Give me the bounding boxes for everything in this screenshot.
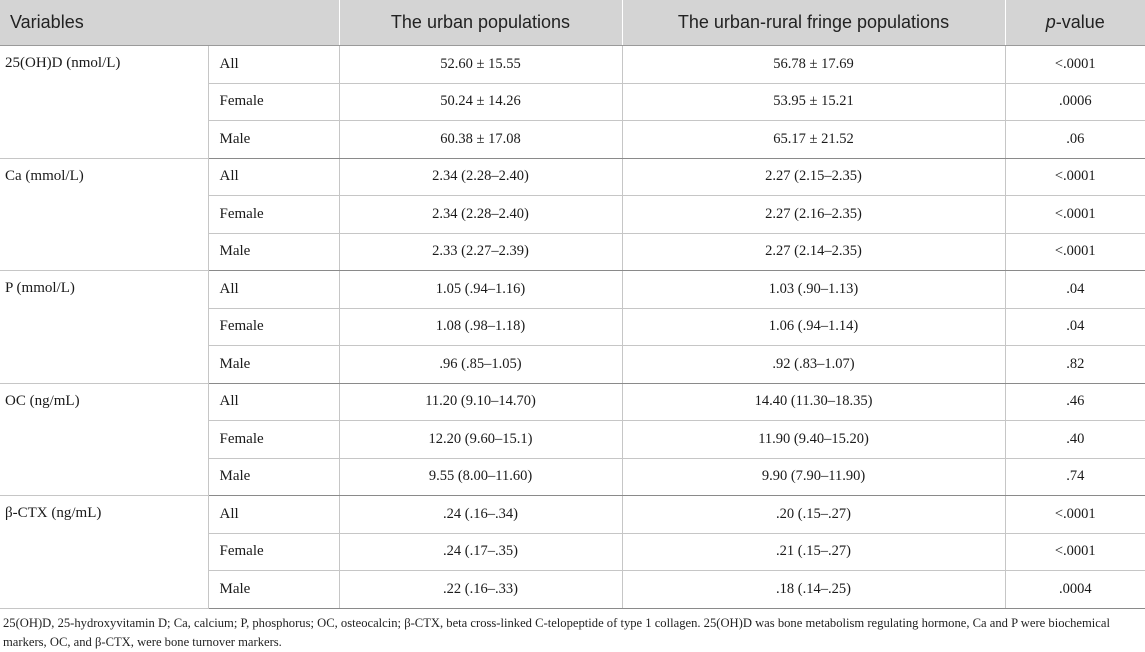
header-fringe: The urban-rural fringe populations xyxy=(622,0,1006,46)
p-value-cell: .04 xyxy=(1005,270,1145,309)
fringe-value-cell: .92 (.83–1.07) xyxy=(622,345,1006,384)
p-value-cell: <.0001 xyxy=(1005,45,1145,84)
p-value-cell: <.0001 xyxy=(1005,233,1145,271)
fringe-value-cell: 2.27 (2.15–2.35) xyxy=(622,158,1006,196)
header-p-letter: p xyxy=(1045,12,1056,32)
table-row: Male .96 (.85–1.05) .92 (.83–1.07) .82 xyxy=(0,345,1145,384)
urban-value-cell: 2.34 (2.28–2.40) xyxy=(339,195,623,234)
table-row: Male 60.38 ± 17.08 65.17 ± 21.52.06 xyxy=(0,120,1145,159)
p-value-cell: .40 xyxy=(1005,420,1145,459)
subgroup-cell: All xyxy=(208,270,340,309)
urban-value-cell: .22 (.16–.33) xyxy=(339,570,623,609)
fringe-value-cell: .20 (.15–.27) xyxy=(622,495,1006,534)
table-row: β-CTX (ng/mL) All .24 (.16–.34) .20 (.15–.2… xyxy=(0,495,1145,609)
p-value-cell: .46 xyxy=(1005,383,1145,421)
table-row: Ca (mmol/L) All 2.34 (2.28–2.40) 2.27 (2.15… xyxy=(0,158,1145,271)
table-body: 25(OH)D (nmol/L) All 52.60 ± 15.55 56.78 ± … xyxy=(0,45,1145,609)
p-value-cell: <.0001 xyxy=(1005,533,1145,571)
urban-value-cell: 50.24 ± 14.26 xyxy=(339,83,623,121)
variable-label: 25(OH)D (nmol/L) xyxy=(0,45,209,159)
p-value-cell: .74 xyxy=(1005,458,1145,496)
subgroup-cell: All xyxy=(208,495,340,534)
subgroup-cell: Male xyxy=(208,233,340,271)
subgroup-cell: Male xyxy=(208,458,340,496)
p-value-cell: .04 xyxy=(1005,308,1145,346)
results-table: Variables The urban populations The urba… xyxy=(0,0,1145,609)
table-row: Male 2.33 (2.27–2.39) 2.27 (2.14–2.35) <.00… xyxy=(0,233,1145,271)
urban-value-cell: 9.55 (8.00–11.60) xyxy=(339,458,623,496)
subgroup-cell: All xyxy=(208,383,340,421)
p-value-cell: .06 xyxy=(1005,120,1145,159)
fringe-value-cell: 65.17 ± 21.52 xyxy=(622,120,1006,159)
subgroup-cell: Female xyxy=(208,83,340,121)
subgroup-cell: Male xyxy=(208,120,340,159)
table-row: Female 1.08 (.98–1.18) 1.06 (.94–1.14) .04 xyxy=(0,308,1145,346)
subgroup-cell: All xyxy=(208,45,340,84)
fringe-value-cell: 56.78 ± 17.69 xyxy=(622,45,1006,84)
fringe-value-cell: .18 (.14–.25) xyxy=(622,570,1006,609)
p-value-cell: .0004 xyxy=(1005,570,1145,609)
fringe-value-cell: 14.40 (11.30–18.35) xyxy=(622,383,1006,421)
table-row: OC (ng/mL) All 11.20 (9.10–14.70) 14.40 (11… xyxy=(0,383,1145,496)
p-value-cell: .82 xyxy=(1005,345,1145,384)
subgroup-cell: Female xyxy=(208,308,340,346)
table-row: Male .22 (.16–.33) .18 (.14–.25) .0004 xyxy=(0,570,1145,609)
p-value-cell: <.0001 xyxy=(1005,195,1145,234)
p-value-cell: <.0001 xyxy=(1005,158,1145,196)
fringe-value-cell: 1.06 (.94–1.14) xyxy=(622,308,1006,346)
urban-value-cell: .96 (.85–1.05) xyxy=(339,345,623,384)
subgroup-cell: Male xyxy=(208,345,340,384)
subgroup-cell: Female xyxy=(208,195,340,234)
subgroup-cell: Male xyxy=(208,570,340,609)
fringe-value-cell: 2.27 (2.16–2.35) xyxy=(622,195,1006,234)
table-row: 25(OH)D (nmol/L) All 52.60 ± 15.55 56.78 ± … xyxy=(0,45,1145,159)
variable-label: Ca (mmol/L) xyxy=(0,158,209,271)
urban-value-cell: 2.34 (2.28–2.40) xyxy=(339,158,623,196)
p-value-cell: .0006 xyxy=(1005,83,1145,121)
table-row: Female 50.24 ± 14.26 53.95 ± 15.21.0006 xyxy=(0,83,1145,121)
p-value-cell: <.0001 xyxy=(1005,495,1145,534)
fringe-value-cell: 11.90 (9.40–15.20) xyxy=(622,420,1006,459)
header-variables: Variables xyxy=(0,0,340,46)
fringe-value-cell: 53.95 ± 15.21 xyxy=(622,83,1006,121)
table-row: Female 2.34 (2.28–2.40) 2.27 (2.16–2.35) <.… xyxy=(0,195,1145,234)
urban-value-cell: 60.38 ± 17.08 xyxy=(339,120,623,159)
urban-value-cell: .24 (.16–.34) xyxy=(339,495,623,534)
urban-value-cell: 2.33 (2.27–2.39) xyxy=(339,233,623,271)
variable-label: OC (ng/mL) xyxy=(0,383,209,496)
urban-value-cell: 52.60 ± 15.55 xyxy=(339,45,623,84)
table-row: Female .24 (.17–.35) .21 (.15–.27) <.0001 xyxy=(0,533,1145,571)
header-urban: The urban populations xyxy=(339,0,623,46)
urban-value-cell: 1.05 (.94–1.16) xyxy=(339,270,623,309)
variable-label: P (mmol/L) xyxy=(0,270,209,384)
fringe-value-cell: .21 (.15–.27) xyxy=(622,533,1006,571)
subgroup-cell: Female xyxy=(208,420,340,459)
header-p-suffix: -value xyxy=(1055,12,1105,32)
table-row: Female 12.20 (9.60–15.1) 11.90 (9.40–15.20… xyxy=(0,420,1145,459)
variable-label: β-CTX (ng/mL) xyxy=(0,495,209,609)
table-header-row: Variables The urban populations The urba… xyxy=(0,0,1145,46)
urban-value-cell: 1.08 (.98–1.18) xyxy=(339,308,623,346)
urban-value-cell: 11.20 (9.10–14.70) xyxy=(339,383,623,421)
urban-value-cell: .24 (.17–.35) xyxy=(339,533,623,571)
subgroup-cell: Female xyxy=(208,533,340,571)
subgroup-cell: All xyxy=(208,158,340,196)
header-p-value: p-value xyxy=(1005,0,1145,46)
urban-value-cell: 12.20 (9.60–15.1) xyxy=(339,420,623,459)
fringe-value-cell: 1.03 (.90–1.13) xyxy=(622,270,1006,309)
table-footnote: 25(OH)D, 25-hydroxyvitamin D; Ca, calciu… xyxy=(3,616,1110,649)
fringe-value-cell: 9.90 (7.90–11.90) xyxy=(622,458,1006,496)
table-row: P (mmol/L) All 1.05 (.94–1.16) 1.03 (.90–1.… xyxy=(0,270,1145,384)
table-row: Male 9.55 (8.00–11.60) 9.90 (7.90–11.90) .7… xyxy=(0,458,1145,496)
fringe-value-cell: 2.27 (2.14–2.35) xyxy=(622,233,1006,271)
